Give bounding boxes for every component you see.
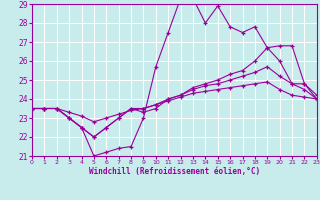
X-axis label: Windchill (Refroidissement éolien,°C): Windchill (Refroidissement éolien,°C) [89,167,260,176]
